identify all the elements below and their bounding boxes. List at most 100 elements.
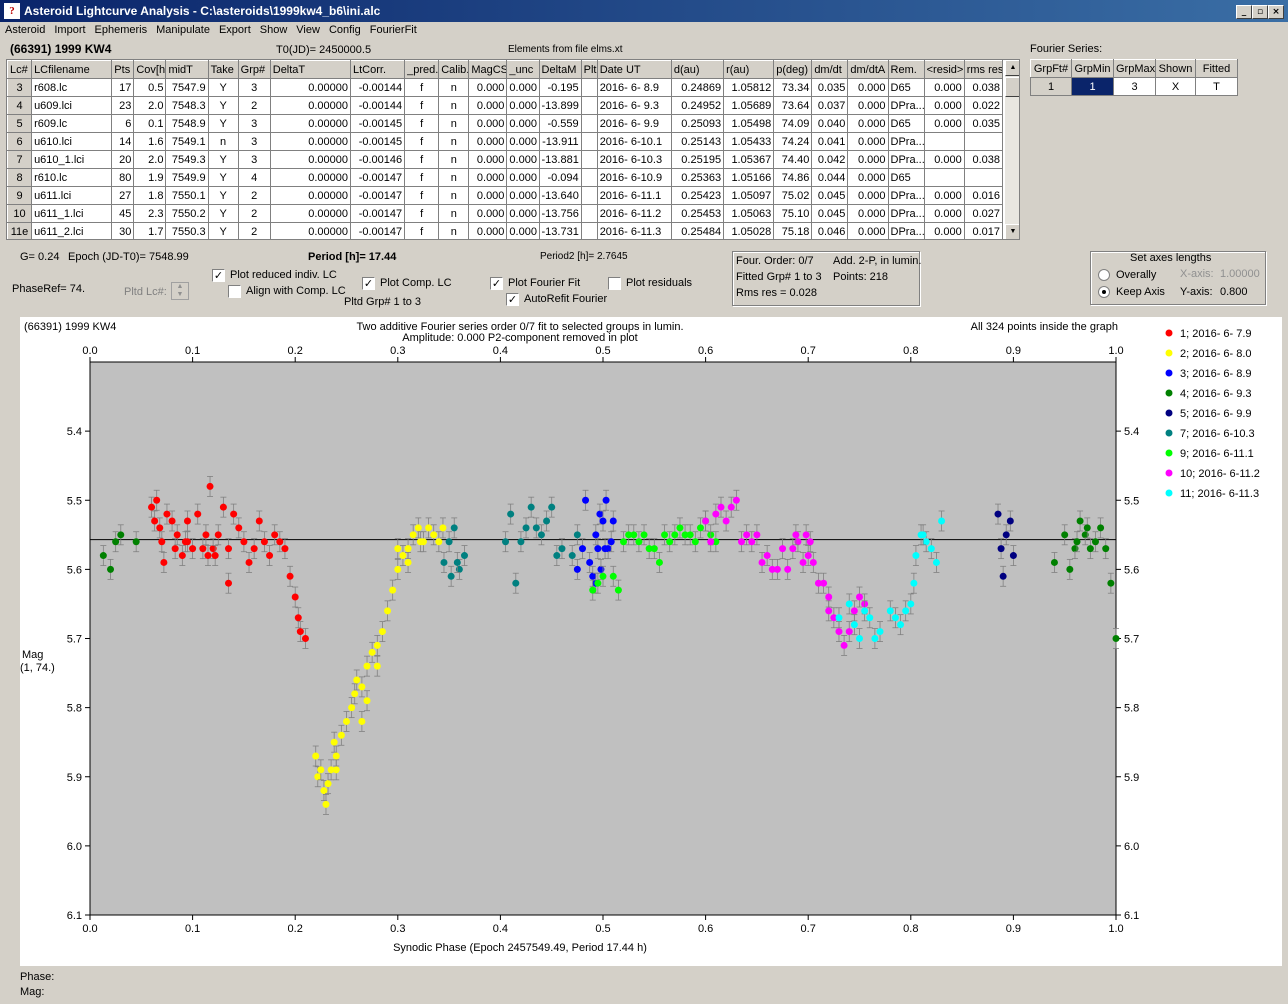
xaxis-value[interactable]: 1.00000 (1220, 268, 1260, 280)
menu-ephemeris[interactable]: Ephemeris (94, 24, 148, 36)
table-cell[interactable]: D65 (887, 168, 925, 187)
table-cell[interactable]: 0.000 (468, 114, 508, 133)
table-cell[interactable]: 0.000 (468, 150, 508, 169)
table-cell[interactable]: 2016- 6-11.2 (596, 204, 672, 223)
table-cell[interactable]: n (438, 96, 470, 115)
table-cell[interactable]: n (438, 222, 470, 239)
fourier-table[interactable]: GrpFt# GrpMin GrpMax Shown Fitted 1 1 3 X T (1030, 59, 1238, 97)
table-cell[interactable]: f (404, 186, 440, 205)
table-cell[interactable]: 0.037 (811, 96, 849, 115)
table-cell[interactable]: -0.00147 (349, 186, 406, 205)
table-cell[interactable]: 7548.9 (165, 114, 209, 133)
table-cell[interactable]: n (438, 78, 470, 97)
table-cell[interactable]: 7548.3 (165, 96, 209, 115)
table-cell[interactable]: 0.000 (847, 222, 889, 239)
table-cell[interactable]: -0.00144 (349, 78, 406, 97)
table-cell[interactable]: 2016- 6-10.1 (596, 132, 672, 151)
column-header[interactable]: p(deg) (773, 60, 813, 79)
row-header[interactable]: 8 (7, 168, 33, 187)
table-cell[interactable]: Y (207, 78, 239, 97)
column-header[interactable]: Date UT (596, 60, 672, 79)
scroll-up-icon[interactable]: ▲ (1005, 60, 1019, 76)
menu-import[interactable]: Import (54, 24, 86, 36)
column-header[interactable]: LtCorr. (349, 60, 406, 79)
table-cell[interactable]: n (438, 132, 470, 151)
plot-residuals-checkbox[interactable] (608, 277, 621, 290)
table-cell[interactable]: u611_1.lci (31, 204, 113, 223)
table-cell[interactable]: 3 (237, 132, 271, 151)
table-cell[interactable]: 2016- 6- 8.9 (596, 78, 672, 97)
table-cell[interactable]: 0.25195 (670, 150, 725, 169)
table-cell[interactable]: 27 (111, 186, 135, 205)
row-header[interactable]: 9 (7, 186, 33, 205)
fourier-cell-grpmin[interactable]: 1 (1071, 77, 1114, 96)
plot-comp-checkbox[interactable]: ✓ (362, 277, 375, 290)
table-cell[interactable]: 73.34 (773, 78, 813, 97)
row-header[interactable]: 5 (7, 114, 33, 133)
table-cell[interactable]: f (404, 168, 440, 187)
column-header[interactable]: Plt (580, 60, 598, 79)
table-cell[interactable] (580, 150, 598, 169)
autorefit-checkbox[interactable]: ✓ (506, 293, 519, 306)
table-row[interactable]: 3 r608.lc 17 0.5 7547.9 Y 3 0.00000 -0.00144 f n 0.… (7, 78, 1004, 97)
table-cell[interactable]: 0.000 (923, 78, 965, 97)
table-cell[interactable]: Y (207, 114, 239, 133)
column-header[interactable]: Calib. (438, 60, 470, 79)
table-cell[interactable]: 74.86 (773, 168, 813, 187)
table-cell[interactable]: DPra... (887, 222, 925, 239)
table-cell[interactable]: 1.8 (133, 186, 167, 205)
column-header[interactable]: rms res (963, 60, 1004, 79)
table-cell[interactable]: 2 (237, 186, 271, 205)
table-cell[interactable]: 0.25363 (670, 168, 725, 187)
fourier-column-header[interactable]: Fitted (1195, 59, 1238, 78)
table-cell[interactable]: n (438, 186, 470, 205)
table-cell[interactable]: u611_2.lci (31, 222, 113, 239)
table-row[interactable]: 11e u611_2.lci 30 1.7 7550.3 Y 2 0.00000 -0.0014… (7, 222, 1004, 239)
table-cell[interactable]: 0.000 (506, 168, 540, 187)
fourier-cell-grpmax[interactable]: 3 (1113, 77, 1156, 96)
table-cell[interactable]: 1.05689 (723, 96, 775, 115)
table-cell[interactable]: DPra... (887, 96, 925, 115)
table-cell[interactable]: 0.5 (133, 78, 167, 97)
table-row[interactable]: 9 u611.lci 27 1.8 7550.1 Y 2 0.00000 -0.00147 f n 0… (7, 186, 1004, 205)
table-cell[interactable]: 0.25093 (670, 114, 725, 133)
table-cell[interactable]: 2.0 (133, 96, 167, 115)
table-cell[interactable]: r608.lc (31, 78, 113, 97)
fourier-cell-shown[interactable]: X (1155, 77, 1196, 96)
table-cell[interactable]: -13.640 (538, 186, 582, 205)
table-cell[interactable]: 0.25423 (670, 186, 725, 205)
table-cell[interactable]: -0.195 (538, 78, 582, 97)
column-header[interactable]: _pred. (404, 60, 440, 79)
table-cell[interactable]: -0.00146 (349, 150, 406, 169)
table-cell[interactable]: 0.25484 (670, 222, 725, 239)
menu-show[interactable]: Show (259, 24, 288, 36)
table-cell[interactable]: r610.lc (31, 168, 113, 187)
table-cell[interactable]: DPra... (887, 204, 925, 223)
row-header[interactable]: 10 (7, 204, 33, 223)
row-header[interactable]: 7 (7, 150, 33, 169)
table-cell[interactable]: 0.044 (811, 168, 849, 187)
table-cell[interactable]: 0.046 (811, 222, 849, 239)
table-cell[interactable]: 2016- 6-11.3 (596, 222, 672, 239)
scroll-thumb[interactable] (1005, 77, 1019, 97)
close-button[interactable]: × (1268, 5, 1284, 19)
table-cell[interactable]: 7550.1 (165, 186, 209, 205)
table-cell[interactable]: 0.000 (468, 168, 508, 187)
menu-export[interactable]: Export (218, 24, 251, 36)
column-header[interactable]: d(au) (670, 60, 725, 79)
column-header[interactable]: Grp# (237, 60, 271, 79)
table-cell[interactable]: 0.25143 (670, 132, 725, 151)
table-cell[interactable]: 2016- 6-10.3 (596, 150, 672, 169)
column-header[interactable]: LCfilename (31, 60, 113, 79)
table-cell[interactable]: 0.035 (811, 78, 849, 97)
table-cell[interactable] (580, 204, 598, 223)
menu-asteroid[interactable]: Asteroid (5, 24, 46, 36)
table-cell[interactable]: 0.000 (923, 96, 965, 115)
table-cell[interactable]: 6 (111, 114, 135, 133)
table-cell[interactable]: 0.000 (506, 96, 540, 115)
overally-radio[interactable] (1098, 269, 1110, 281)
fourier-cell-fitted[interactable]: T (1195, 77, 1238, 96)
table-cell[interactable]: 0.000 (923, 204, 965, 223)
lightcurve-plot[interactable]: (66391) 1999 KW4 Two additive Fourier se… (20, 317, 1282, 966)
table-cell[interactable]: 1.05028 (723, 222, 775, 239)
